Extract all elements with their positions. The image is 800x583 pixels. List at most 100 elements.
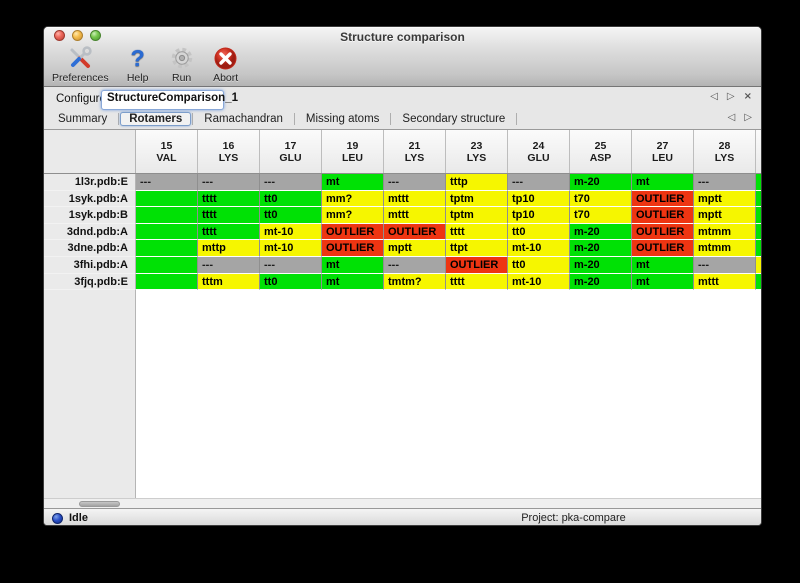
row-label[interactable]: 3fhi.pdb:A	[44, 256, 136, 274]
rotamer-cell[interactable]: ---	[260, 256, 322, 274]
rotamer-cell[interactable]: tttt	[198, 207, 260, 224]
prev-tab-icon[interactable]: ◁	[727, 112, 736, 123]
rotamer-cell[interactable]: ---	[198, 256, 260, 274]
column-header-17[interactable]: 17 GLU	[260, 130, 322, 173]
tab-ramachandran[interactable]: Ramachandran	[204, 113, 283, 125]
rotamer-cell[interactable]: mptt	[694, 207, 756, 224]
next-configure-icon[interactable]: ▷	[726, 91, 735, 102]
rotamer-cell[interactable]: tttt	[446, 273, 508, 291]
rotamer-cell[interactable]: ---	[198, 174, 260, 191]
row-label[interactable]: 1syk.pdb:A	[44, 190, 136, 208]
configure-name-field[interactable]: StructureComparison_1	[101, 90, 238, 110]
column-header-28[interactable]: 28 LYS	[694, 130, 756, 173]
rotamer-cell[interactable]: m-20	[570, 174, 632, 191]
rotamer-cell[interactable]: tt0	[260, 190, 322, 208]
close-window-button[interactable]	[54, 30, 65, 41]
rotamer-cell[interactable]: tt0	[260, 273, 322, 291]
abort-button[interactable]: Abort	[211, 45, 241, 84]
tab-missing-atoms[interactable]: Missing atoms	[305, 113, 380, 125]
rotamer-cell[interactable]: ---	[694, 174, 756, 191]
rotamer-cell[interactable]: mt	[632, 273, 694, 291]
row-label[interactable]: 1syk.pdb:B	[44, 207, 136, 224]
rotamer-cell[interactable]: mttp	[198, 240, 260, 257]
rotamer-cell[interactable]: mt-10	[260, 240, 322, 257]
rotamer-cell[interactable]	[136, 223, 198, 241]
preferences-button[interactable]: Preferences	[52, 45, 109, 84]
rotamer-cell[interactable]: mttt	[384, 207, 446, 224]
rotamer-cell[interactable]: tptm	[446, 190, 508, 208]
rotamer-cell[interactable]: ---	[136, 174, 198, 191]
rotamer-cell[interactable]: tttt	[198, 190, 260, 208]
rotamer-cell[interactable]: OUTLIER	[632, 190, 694, 208]
rotamer-cell-partial[interactable]	[756, 223, 761, 241]
column-header-27[interactable]: 27 LEU	[632, 130, 694, 173]
column-header-24[interactable]: 24 GLU	[508, 130, 570, 173]
rotamer-cell[interactable]: mt	[322, 174, 384, 191]
rotamer-cell[interactable]: t70	[570, 207, 632, 224]
rotamer-cell[interactable]: tttm	[198, 273, 260, 291]
rotamer-cell[interactable]: OUTLIER	[384, 223, 446, 241]
rotamer-cell-partial[interactable]	[756, 190, 761, 208]
rotamer-cell-partial[interactable]	[756, 256, 761, 274]
tab-summary[interactable]: Summary	[58, 113, 108, 125]
rotamer-cell[interactable]: mptt	[694, 190, 756, 208]
column-header-15[interactable]: 15 VAL	[136, 130, 198, 173]
rotamer-cell[interactable]: mt	[322, 273, 384, 291]
minimize-window-button[interactable]	[72, 30, 83, 41]
rotamer-cell[interactable]: ---	[508, 174, 570, 191]
rotamer-cell[interactable]: tmtm?	[384, 273, 446, 291]
rotamer-cell[interactable]: mm?	[322, 190, 384, 208]
rotamer-cell[interactable]: tt0	[508, 256, 570, 274]
rotamer-cell[interactable]: mtmm	[694, 223, 756, 241]
rotamer-cell[interactable]	[136, 273, 198, 291]
column-header-19[interactable]: 19 LEU	[322, 130, 384, 173]
rotamer-cell[interactable]: OUTLIER	[632, 223, 694, 241]
rotamer-cell[interactable]: tttt	[198, 223, 260, 241]
rotamer-cell[interactable]	[136, 207, 198, 224]
rotamer-cell[interactable]	[136, 256, 198, 274]
next-tab-icon[interactable]: ▷	[744, 112, 752, 123]
rotamer-cell[interactable]: tt0	[508, 223, 570, 241]
column-header-16[interactable]: 16 LYS	[198, 130, 260, 173]
rotamer-cell[interactable]: ttpt	[446, 240, 508, 257]
horizontal-scrollbar[interactable]	[44, 498, 761, 508]
rotamer-cell[interactable]: ---	[260, 174, 322, 191]
row-label[interactable]: 3dne.pdb:A	[44, 240, 136, 257]
rotamer-cell[interactable]: tt0	[260, 207, 322, 224]
rotamer-cell-partial[interactable]	[756, 240, 761, 257]
column-header-21[interactable]: 21 LYS	[384, 130, 446, 173]
rotamer-cell[interactable]: mt-10	[260, 223, 322, 241]
rotamer-cell[interactable]: m-20	[570, 256, 632, 274]
help-button[interactable]: ? Help	[123, 45, 153, 85]
rotamer-cell[interactable]: OUTLIER	[632, 207, 694, 224]
rotamer-cell[interactable]: m-20	[570, 273, 632, 291]
rotamer-cell[interactable]: mt-10	[508, 273, 570, 291]
rotamer-cell[interactable]: OUTLIER	[632, 240, 694, 257]
prev-configure-icon[interactable]: ◁	[710, 91, 718, 102]
rotamer-cell[interactable]: mm?	[322, 207, 384, 224]
rotamer-cell[interactable]: mttt	[384, 190, 446, 208]
rotamer-cell[interactable]: OUTLIER	[322, 223, 384, 241]
rotamer-cell[interactable]	[136, 190, 198, 208]
rotamer-cell[interactable]: mt	[632, 174, 694, 191]
rotamer-cell-partial[interactable]	[756, 174, 761, 191]
rotamer-cell-partial[interactable]	[756, 207, 761, 224]
rotamer-cell[interactable]: t70	[570, 190, 632, 208]
tab-secondary-structure[interactable]: Secondary structure	[402, 113, 506, 125]
tab-rotamers[interactable]: Rotamers	[120, 112, 192, 126]
rotamer-cell[interactable]: tttp	[446, 174, 508, 191]
rotamer-cell[interactable]: OUTLIER	[446, 256, 508, 274]
rotamer-cell[interactable]: mtmm	[694, 240, 756, 257]
rotamer-cell[interactable]: mt	[322, 256, 384, 274]
column-header-25[interactable]: 25 ASP	[570, 130, 632, 173]
zoom-window-button[interactable]	[90, 30, 101, 41]
rotamer-cell[interactable]: ---	[384, 174, 446, 191]
rotamer-cell[interactable]: OUTLIER	[322, 240, 384, 257]
row-label[interactable]: 1l3r.pdb:E	[44, 174, 136, 191]
scrollbar-thumb[interactable]	[79, 501, 120, 507]
rotamer-cell[interactable]: mttt	[694, 273, 756, 291]
rotamer-cell[interactable]: tptm	[446, 207, 508, 224]
rotamer-cell[interactable]: ---	[694, 256, 756, 274]
rotamer-cell[interactable]: mt	[632, 256, 694, 274]
row-label[interactable]: 3fjq.pdb:E	[44, 273, 136, 291]
